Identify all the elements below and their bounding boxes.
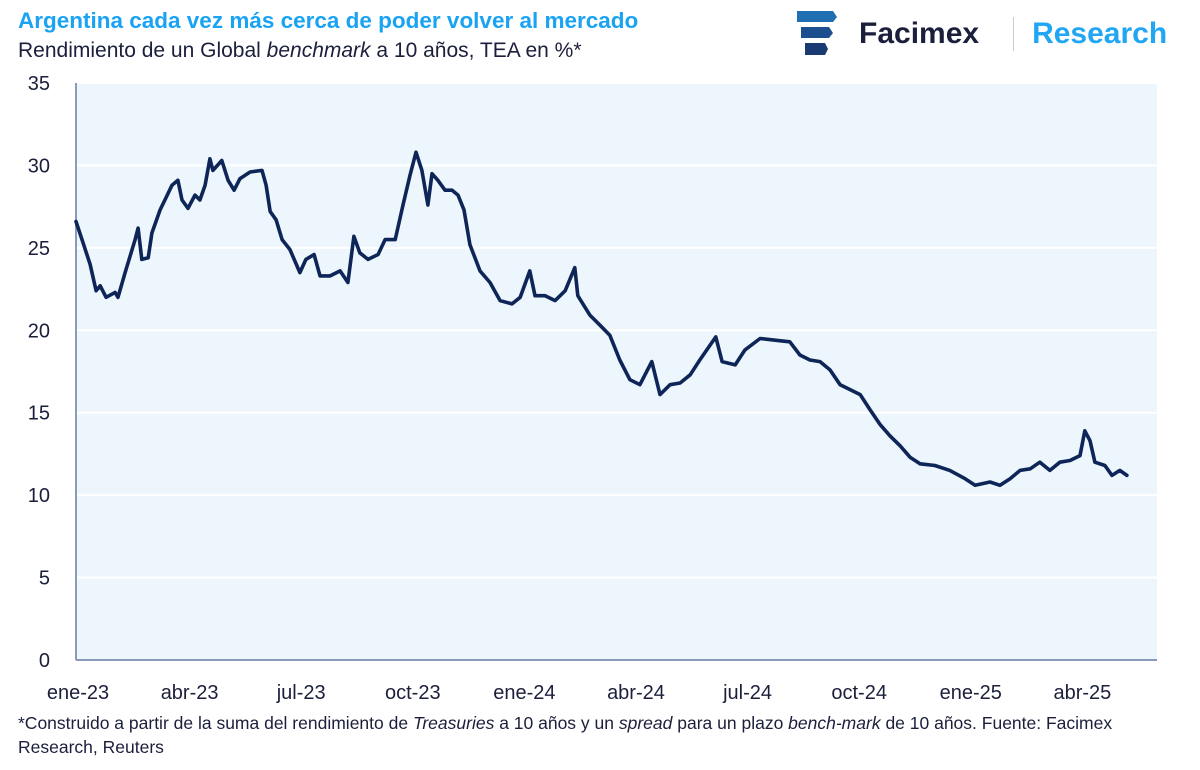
logo-brand: Facimex	[859, 17, 980, 50]
x-tick-label: jul-24	[722, 682, 772, 704]
subtitle-text: Rendimiento de un Global	[18, 39, 267, 62]
x-tick-label: abr-23	[161, 682, 219, 704]
y-tick-label: 35	[28, 73, 50, 95]
logo-divider	[1013, 17, 1015, 51]
y-tick-label: 15	[28, 403, 50, 425]
y-tick-label: 20	[28, 320, 50, 342]
subtitle-emphasis: benchmark	[266, 39, 371, 62]
x-tick-label: abr-24	[607, 682, 665, 704]
x-tick-label: ene-25	[940, 682, 1002, 704]
footnote-text: a 10 años y un	[494, 713, 619, 733]
footnote-text: de 10 años. Fuente: Facimex Research, Re…	[18, 713, 1113, 757]
x-tick-label: abr-25	[1053, 682, 1111, 704]
facimex-logo: Facimex Research	[795, 6, 1167, 62]
footnote-text: *Construido a partir de la suma del rend…	[18, 713, 413, 733]
footnote-em: spread	[618, 713, 673, 733]
footnote-em: Treasuries	[412, 713, 495, 733]
y-tick-label: 5	[39, 568, 50, 590]
x-tick-label: jul-23	[276, 682, 326, 704]
facimex-logo-icon	[797, 11, 837, 55]
x-tick-label: oct-24	[831, 682, 887, 704]
x-tick-label: ene-23	[47, 682, 109, 704]
plot-area	[76, 83, 1157, 660]
chart-subtitle: Rendimiento de un Global benchmark a 10 …	[18, 39, 582, 63]
series-line-global-10y	[74, 150, 1129, 488]
y-tick-label: 30	[28, 155, 50, 177]
footnote-em: bench-mark	[788, 713, 881, 733]
x-tick-label: ene-24	[493, 682, 555, 704]
y-tick-label: 10	[28, 485, 50, 507]
x-tick-label: oct-23	[385, 682, 441, 704]
subtitle-text-end: a 10 años, TEA en %*	[370, 39, 582, 62]
logo-division: Research	[1032, 17, 1168, 50]
y-tick-label: 0	[39, 650, 50, 672]
y-tick-label: 25	[28, 238, 50, 260]
chart-title: Argentina cada vez más cerca de poder vo…	[18, 8, 639, 33]
footnote: *Construido a partir de la suma del rend…	[18, 711, 1188, 759]
footnote-text: para un plazo	[672, 713, 789, 733]
